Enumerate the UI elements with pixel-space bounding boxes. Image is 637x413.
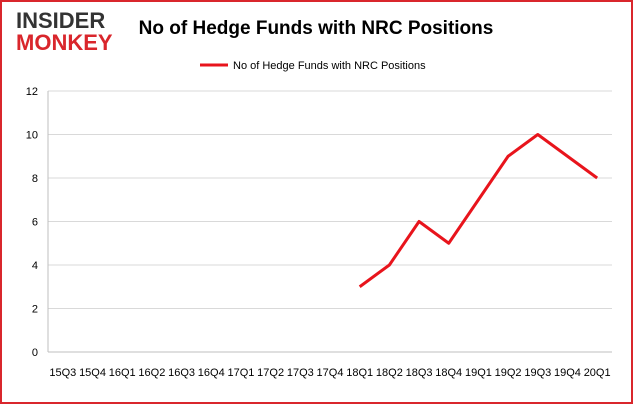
x-tick-label: 18Q3 bbox=[406, 367, 433, 379]
x-tick-label: 20Q1 bbox=[584, 367, 611, 379]
chart-title: No of Hedge Funds with NRC Positions bbox=[139, 18, 494, 39]
x-tick-label: 17Q4 bbox=[317, 367, 344, 379]
x-tick-label: 17Q1 bbox=[227, 367, 254, 379]
y-tick-label: 4 bbox=[32, 260, 38, 272]
legend-label: No of Hedge Funds with NRC Positions bbox=[233, 60, 426, 72]
x-tick-label: 17Q3 bbox=[287, 367, 314, 379]
logo-top: INSIDER bbox=[16, 8, 105, 33]
x-tick-label: 19Q1 bbox=[465, 367, 492, 379]
x-tick-label: 19Q4 bbox=[554, 367, 581, 379]
x-tick-label: 16Q1 bbox=[109, 367, 136, 379]
x-tick-label: 18Q1 bbox=[346, 367, 373, 379]
y-tick-label: 12 bbox=[26, 86, 38, 98]
x-tick-label: 15Q4 bbox=[79, 367, 106, 379]
y-tick-label: 6 bbox=[32, 217, 38, 229]
x-tick-label: 15Q3 bbox=[49, 367, 76, 379]
x-tick-label: 19Q2 bbox=[495, 367, 522, 379]
y-tick-label: 2 bbox=[32, 304, 38, 316]
x-tick-label: 17Q2 bbox=[257, 367, 284, 379]
series-line bbox=[358, 133, 599, 288]
logo-bottom: MONKEY bbox=[16, 30, 113, 55]
y-tick-label: 8 bbox=[32, 173, 38, 185]
x-tick-label: 18Q2 bbox=[376, 367, 403, 379]
y-tick-label: 10 bbox=[26, 130, 38, 142]
legend: No of Hedge Funds with NRC Positions bbox=[200, 60, 426, 72]
x-tick-label: 19Q3 bbox=[524, 367, 551, 379]
y-tick-label: 0 bbox=[32, 347, 38, 359]
x-tick-label: 16Q4 bbox=[198, 367, 225, 379]
x-tick-label: 18Q4 bbox=[435, 367, 462, 379]
x-tick-label: 16Q2 bbox=[138, 367, 165, 379]
frame bbox=[0, 0, 633, 404]
x-tick-label: 16Q3 bbox=[168, 367, 195, 379]
